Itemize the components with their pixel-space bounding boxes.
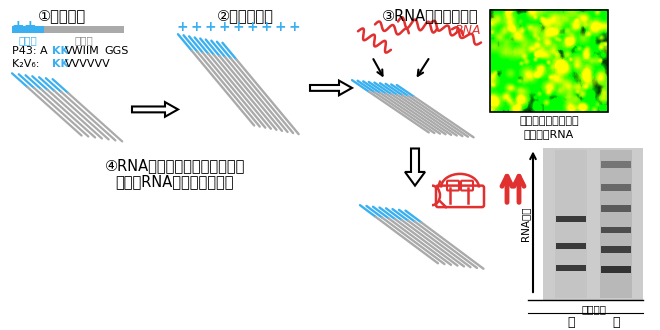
Text: +: + <box>218 20 230 34</box>
Text: VVVVVV: VVVVVV <box>65 58 111 69</box>
Text: +: + <box>190 20 202 34</box>
Text: +: + <box>12 19 24 34</box>
Text: P43: A: P43: A <box>12 46 48 56</box>
Bar <box>601 227 631 234</box>
Bar <box>543 148 643 300</box>
Text: +: + <box>176 20 188 34</box>
Bar <box>600 150 632 298</box>
Text: ④RNAポリメラーゼリボザイム: ④RNAポリメラーゼリボザイム <box>105 158 245 173</box>
Bar <box>556 265 586 271</box>
Text: KK: KK <box>52 46 69 56</box>
Bar <box>601 246 631 253</box>
Bar <box>44 26 124 33</box>
Bar <box>556 243 586 249</box>
Bar <box>556 216 586 222</box>
Text: によるRNA合成反応の促進: によるRNA合成反応の促進 <box>115 174 234 189</box>
Bar <box>601 266 631 273</box>
Text: 塩基性: 塩基性 <box>18 35 38 45</box>
Text: +: + <box>274 20 286 34</box>
Bar <box>601 205 631 212</box>
Text: ＋: ＋ <box>612 315 620 329</box>
Text: +: + <box>232 20 244 34</box>
Bar <box>555 150 587 298</box>
Text: －: － <box>567 315 575 329</box>
Text: RNA合成: RNA合成 <box>520 207 530 242</box>
Text: 蛍光標識RNA: 蛍光標識RNA <box>524 129 574 139</box>
Bar <box>601 161 631 168</box>
Text: GGS: GGS <box>104 46 129 56</box>
Text: 疏水性: 疏水性 <box>75 35 93 45</box>
Text: K₂V₆:: K₂V₆: <box>12 58 43 69</box>
Text: ①ペプチド: ①ペプチド <box>38 8 86 23</box>
Text: +: + <box>260 20 272 34</box>
Text: ③RNAの結合・濃縮: ③RNAの結合・濃縮 <box>381 8 478 23</box>
Bar <box>12 26 44 33</box>
Bar <box>490 10 608 112</box>
Bar <box>601 184 631 190</box>
Text: ②凝集体形成: ②凝集体形成 <box>216 8 273 23</box>
Text: ペプチド凝集体上の: ペプチド凝集体上の <box>519 116 579 126</box>
Text: KK: KK <box>52 58 69 69</box>
Text: +: + <box>24 19 36 34</box>
Text: RNA: RNA <box>455 24 481 37</box>
Text: +: + <box>204 20 216 34</box>
Text: ペプチド: ペプチド <box>581 304 606 314</box>
Text: +: + <box>288 20 300 34</box>
Text: +: + <box>246 20 258 34</box>
Text: VWIIM: VWIIM <box>65 46 100 56</box>
